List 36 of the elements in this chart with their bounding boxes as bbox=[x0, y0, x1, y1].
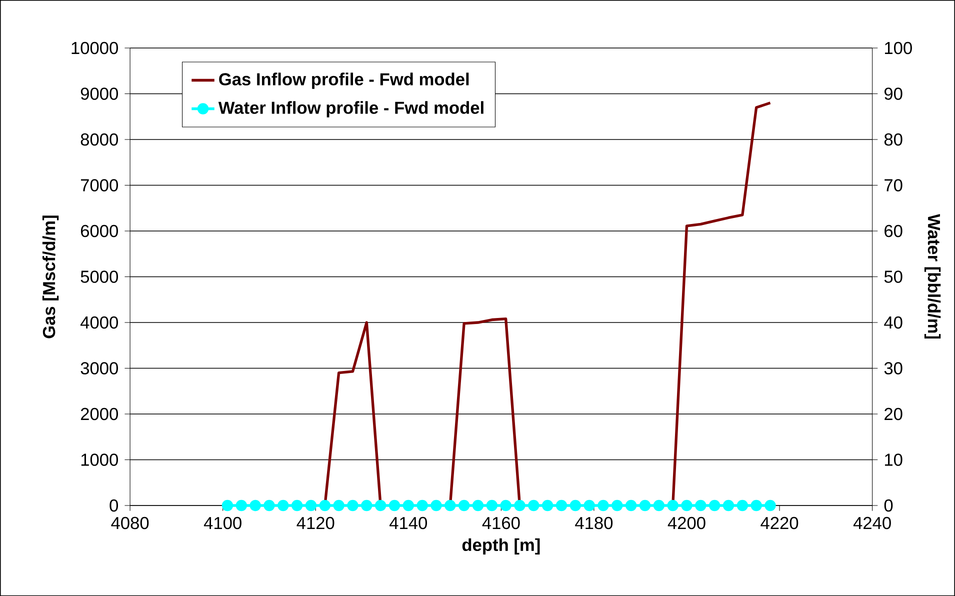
y2-axis-title: Water [bbl/d/m] bbox=[924, 214, 941, 338]
y2-tick-label: 0 bbox=[884, 499, 893, 512]
x-tick-label: 4140 bbox=[390, 516, 428, 530]
y-tick-label: 5000 bbox=[80, 270, 118, 283]
legend-label: Gas Inflow profile - Fwd model bbox=[219, 72, 469, 89]
y-tick-label: 6000 bbox=[80, 224, 118, 238]
y-tick-label: 4000 bbox=[80, 316, 118, 329]
y2-tick-label: 30 bbox=[884, 362, 902, 374]
y2-tick-label: 100 bbox=[885, 42, 912, 54]
legend-label: Water Inflow profile - Fwd model bbox=[218, 101, 484, 118]
y-tick-label: 2000 bbox=[80, 408, 118, 420]
y-tick-label: 9000 bbox=[80, 88, 118, 100]
x-tick-label: 4160 bbox=[482, 516, 520, 530]
y-tick-label: 10000 bbox=[72, 42, 118, 54]
x-tick-label: 4240 bbox=[853, 516, 891, 530]
x-tick-label: 4180 bbox=[575, 516, 613, 530]
y2-tick-label: 80 bbox=[884, 133, 902, 146]
x-axis-title: depth [m] bbox=[462, 538, 540, 554]
x-tick-label: 4080 bbox=[111, 516, 149, 530]
y-tick-label: 7000 bbox=[80, 179, 118, 192]
x-tick-label: 4220 bbox=[760, 516, 798, 530]
y2-tick-label: 20 bbox=[884, 408, 902, 420]
y-tick-label: 8000 bbox=[80, 133, 118, 146]
y2-tick-label: 70 bbox=[884, 179, 902, 192]
y-tick-label: 1000 bbox=[81, 454, 118, 466]
x-tick-label: 4200 bbox=[668, 516, 706, 530]
y2-tick-label: 10 bbox=[885, 454, 902, 466]
x-tick-label: 4100 bbox=[204, 516, 242, 530]
y2-tick-label: 90 bbox=[884, 88, 902, 100]
y-axis-title: Gas [Mscf/d/m] bbox=[42, 216, 59, 338]
y2-tick-label: 60 bbox=[884, 224, 902, 238]
x-tick-label: 4120 bbox=[296, 516, 334, 530]
y2-tick-label: 50 bbox=[884, 270, 902, 283]
y-tick-label: 3000 bbox=[80, 362, 118, 374]
y-tick-label: 0 bbox=[110, 499, 118, 512]
y2-tick-label: 40 bbox=[884, 316, 902, 329]
